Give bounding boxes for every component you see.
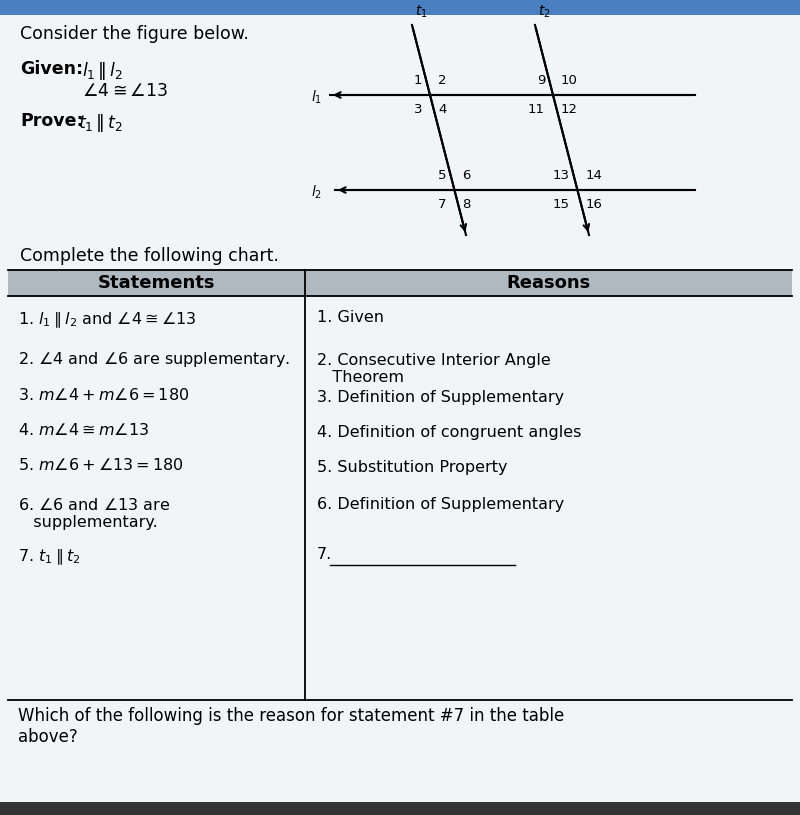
FancyBboxPatch shape — [0, 0, 800, 15]
FancyBboxPatch shape — [8, 270, 792, 296]
Text: 1. $l_1 \parallel l_2$ and $\angle4 \cong \angle13$: 1. $l_1 \parallel l_2$ and $\angle4 \con… — [18, 310, 196, 329]
Text: 1. Given: 1. Given — [317, 310, 384, 325]
Text: 12: 12 — [561, 103, 578, 116]
Text: $l_1 \,\|\, l_2$: $l_1 \,\|\, l_2$ — [82, 60, 122, 82]
Text: Statements: Statements — [98, 274, 215, 292]
Text: 2. Consecutive Interior Angle
   Theorem: 2. Consecutive Interior Angle Theorem — [317, 353, 550, 385]
Text: $l_2$: $l_2$ — [311, 183, 322, 200]
Text: 5: 5 — [438, 169, 446, 182]
Text: 4: 4 — [438, 103, 446, 116]
Text: 16: 16 — [586, 198, 602, 211]
Text: 4. Definition of congruent angles: 4. Definition of congruent angles — [317, 425, 582, 440]
Text: $t_1 \,\|\, t_2$: $t_1 \,\|\, t_2$ — [78, 112, 122, 134]
Text: $t_2$: $t_2$ — [538, 3, 550, 20]
Text: Reasons: Reasons — [506, 274, 590, 292]
Text: Given:: Given: — [20, 60, 83, 78]
Text: 11: 11 — [528, 103, 545, 116]
Text: $t_1$: $t_1$ — [415, 3, 428, 20]
Text: Which of the following is the reason for statement #7 in the table
above?: Which of the following is the reason for… — [18, 707, 564, 746]
Text: 10: 10 — [561, 74, 578, 87]
Text: $l_1$: $l_1$ — [311, 88, 322, 106]
Text: 6: 6 — [462, 169, 471, 182]
FancyBboxPatch shape — [0, 802, 800, 815]
Text: 3. $m\angle4 + m\angle6 = 180$: 3. $m\angle4 + m\angle6 = 180$ — [18, 387, 190, 403]
Text: 15: 15 — [553, 198, 570, 211]
Text: 1: 1 — [414, 74, 422, 87]
Text: 7: 7 — [438, 198, 446, 211]
Text: 6. Definition of Supplementary: 6. Definition of Supplementary — [317, 497, 564, 512]
Text: 4. $m\angle4 \cong m\angle13$: 4. $m\angle4 \cong m\angle13$ — [18, 422, 149, 438]
Text: 2. $\angle4$ and $\angle6$ are supplementary.: 2. $\angle4$ and $\angle6$ are supplemen… — [18, 350, 290, 369]
Text: $\angle4 \cong \angle13$: $\angle4 \cong \angle13$ — [82, 82, 168, 100]
FancyBboxPatch shape — [0, 3, 800, 803]
Text: 5. Substitution Property: 5. Substitution Property — [317, 460, 507, 475]
Text: 6. $\angle6$ and $\angle13$ are
   supplementary.: 6. $\angle6$ and $\angle13$ are suppleme… — [18, 497, 170, 531]
Text: 7. $t_1 \parallel t_2$: 7. $t_1 \parallel t_2$ — [18, 547, 81, 566]
Text: 2: 2 — [438, 74, 446, 87]
Text: 9: 9 — [537, 74, 545, 87]
Text: 13: 13 — [553, 169, 570, 182]
Text: 14: 14 — [586, 169, 602, 182]
Text: 7.: 7. — [317, 547, 332, 562]
Text: Complete the following chart.: Complete the following chart. — [20, 247, 279, 265]
Text: 3. Definition of Supplementary: 3. Definition of Supplementary — [317, 390, 564, 405]
Text: 8: 8 — [462, 198, 471, 211]
Text: 5. $m\angle6 + \angle13 = 180$: 5. $m\angle6 + \angle13 = 180$ — [18, 457, 184, 473]
Text: 3: 3 — [414, 103, 422, 116]
Text: Consider the figure below.: Consider the figure below. — [20, 25, 249, 43]
Text: Prove:: Prove: — [20, 112, 84, 130]
